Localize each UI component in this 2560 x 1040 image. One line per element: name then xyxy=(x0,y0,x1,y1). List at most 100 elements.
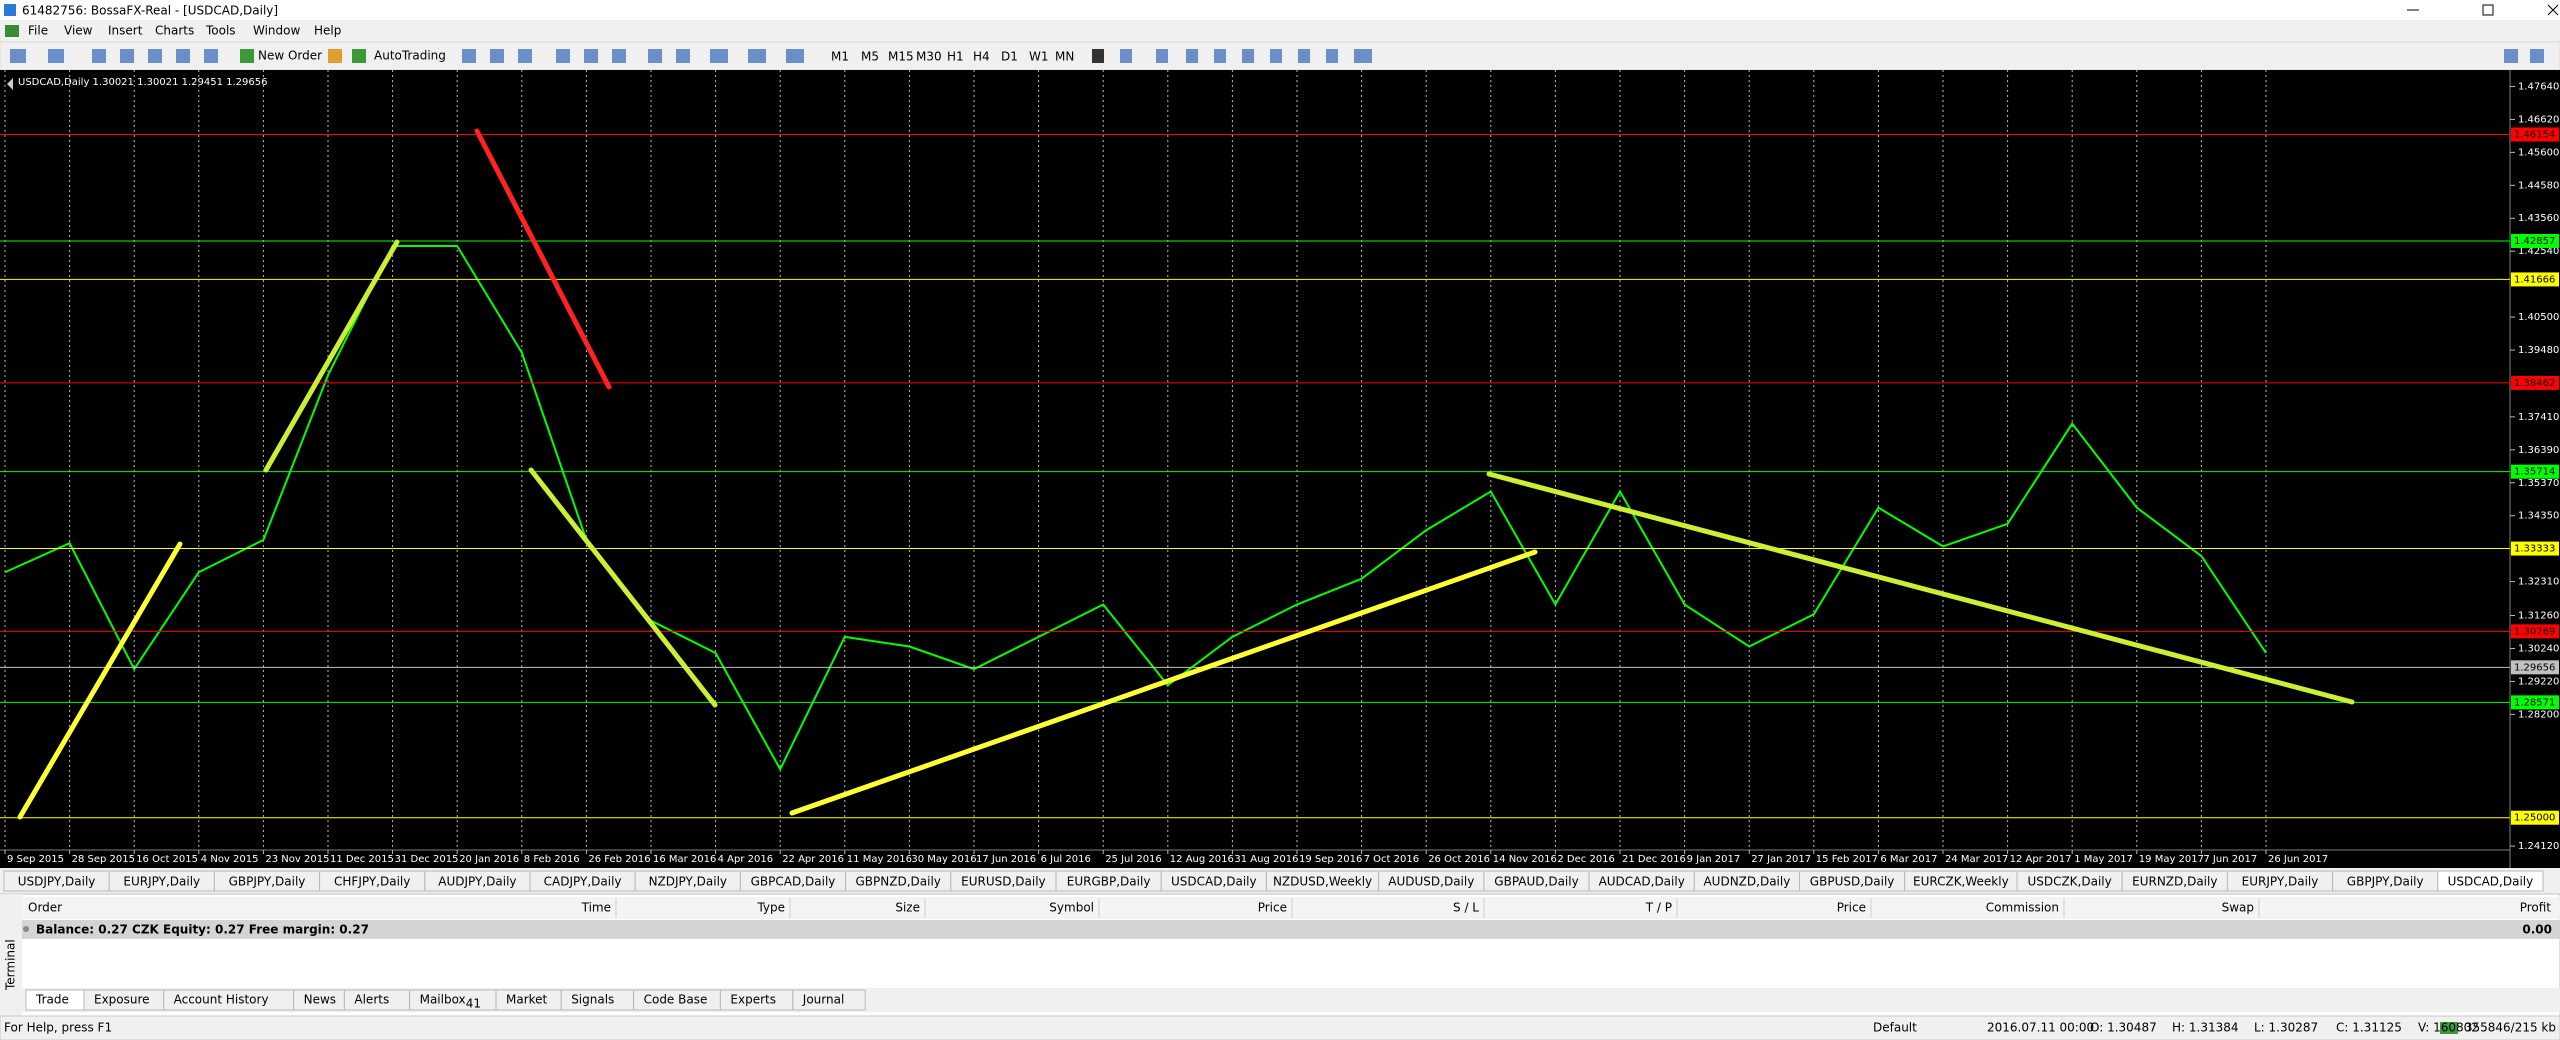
icon[interactable] xyxy=(204,49,218,63)
icon[interactable] xyxy=(1354,49,1372,63)
auto-trading-icon[interactable] xyxy=(352,49,366,63)
icon[interactable] xyxy=(676,49,690,63)
terminal-tab-label[interactable]: Exposure xyxy=(94,993,150,1007)
menu-item[interactable]: Charts xyxy=(155,24,194,38)
icon[interactable] xyxy=(1156,49,1168,63)
icon[interactable] xyxy=(490,49,504,63)
terminal-tab-label[interactable]: Experts xyxy=(730,993,776,1007)
symbol-tab-label[interactable]: USDCZK,Daily xyxy=(2027,875,2111,889)
maximize-button[interactable] xyxy=(2482,4,2494,16)
symbol-tab-label[interactable]: USDCAD,Daily xyxy=(1171,875,1257,889)
icon[interactable] xyxy=(748,49,766,63)
terminal-tab-label[interactable]: Trade xyxy=(35,993,69,1007)
symbol-tab-label[interactable]: AUDJPY,Daily xyxy=(438,875,516,889)
symbol-tab-label[interactable]: GBPCAD,Daily xyxy=(751,875,836,889)
symbol-tab-label[interactable]: GBPAUD,Daily xyxy=(1494,875,1578,889)
symbol-tab-label[interactable]: EURUSD,Daily xyxy=(961,875,1046,889)
icon[interactable] xyxy=(518,49,532,63)
cursor-icon[interactable] xyxy=(1092,49,1104,63)
symbol-tab-label[interactable]: GBPNZD,Daily xyxy=(856,875,941,889)
icon[interactable] xyxy=(710,49,728,63)
column-header[interactable]: Time xyxy=(581,901,611,915)
symbol-tab-label[interactable]: EURGBP,Daily xyxy=(1067,875,1151,889)
new-order-icon[interactable] xyxy=(240,49,254,63)
icon[interactable] xyxy=(1326,49,1338,63)
icon[interactable] xyxy=(1242,49,1254,63)
symbol-tab-label[interactable]: CHFJPY,Daily xyxy=(334,875,410,889)
icon[interactable] xyxy=(584,49,598,63)
symbol-tab-label[interactable]: GBPUSD,Daily xyxy=(1810,875,1895,889)
timeframe-button[interactable]: M1 xyxy=(831,50,849,64)
icon[interactable] xyxy=(148,49,162,63)
symbol-tab-label[interactable]: NZDUSD,Weekly xyxy=(1273,875,1372,889)
icon[interactable] xyxy=(1214,49,1226,63)
symbol-tab-label[interactable]: EURJPY,Daily xyxy=(123,875,200,889)
icon[interactable] xyxy=(1186,49,1198,63)
column-header[interactable]: Size xyxy=(895,901,920,915)
terminal-tab-label[interactable]: Mailbox xyxy=(420,993,466,1007)
icon[interactable] xyxy=(1270,49,1282,63)
icon[interactable] xyxy=(10,49,26,63)
symbol-tab-label[interactable]: CADJPY,Daily xyxy=(544,875,622,889)
symbol-tab[interactable] xyxy=(2437,870,2544,892)
column-header[interactable]: Commission xyxy=(1986,901,2059,915)
symbol-tab-label[interactable]: EURCZK,Weekly xyxy=(1913,875,2009,889)
timeframe-button[interactable]: H1 xyxy=(947,50,964,64)
menu-item[interactable]: File xyxy=(28,24,48,38)
symbol-tab-label[interactable]: EURNZD,Daily xyxy=(2132,875,2217,889)
menu-item[interactable]: Tools xyxy=(205,24,236,38)
close-button[interactable] xyxy=(2547,4,2559,16)
menu-item[interactable]: View xyxy=(64,24,93,38)
timeframe-button[interactable]: M15 xyxy=(888,50,914,64)
symbol-tab-label[interactable]: AUDNZD,Daily xyxy=(1703,875,1790,889)
timeframe-button[interactable]: M5 xyxy=(861,50,879,64)
column-header[interactable]: S / L xyxy=(1453,901,1479,915)
terminal-tab-label[interactable]: Alerts xyxy=(354,993,389,1007)
column-header[interactable]: Profit xyxy=(2520,901,2552,915)
terminal-tab-label[interactable]: Market xyxy=(506,993,548,1007)
menu-item[interactable]: Window xyxy=(253,24,301,38)
icon[interactable] xyxy=(1120,49,1132,63)
auto-trading-button[interactable]: AutoTrading xyxy=(374,49,446,63)
menu-item[interactable]: Help xyxy=(314,24,341,38)
column-header[interactable]: Price xyxy=(1258,901,1287,915)
icon[interactable] xyxy=(786,49,804,63)
timeframe-button[interactable]: MN xyxy=(1055,50,1074,64)
icon[interactable] xyxy=(176,49,190,63)
icon[interactable] xyxy=(2530,49,2544,63)
symbol-tab-label[interactable]: AUDCAD,Daily xyxy=(1599,875,1685,889)
timeframe-button[interactable]: D1 xyxy=(1001,50,1018,64)
symbol-tab-label[interactable]: GBPJPY,Daily xyxy=(229,875,306,889)
icon[interactable] xyxy=(556,49,570,63)
icon[interactable] xyxy=(462,49,476,63)
column-header[interactable]: Swap xyxy=(2222,901,2254,915)
column-header[interactable]: Type xyxy=(756,901,785,915)
terminal-tab[interactable] xyxy=(792,989,866,1011)
auto-trading-icon[interactable] xyxy=(328,49,342,63)
column-header[interactable]: Symbol xyxy=(1049,901,1094,915)
icon[interactable] xyxy=(120,49,134,63)
icon[interactable] xyxy=(648,49,662,63)
terminal-tab-label[interactable]: Code Base xyxy=(644,993,708,1007)
symbol-tab-label[interactable]: GBPJPY,Daily xyxy=(2347,875,2424,889)
icon[interactable] xyxy=(1298,49,1310,63)
timeframe-button[interactable]: W1 xyxy=(1029,50,1049,64)
symbol-tab-label[interactable]: NZDJPY,Daily xyxy=(649,875,727,889)
timeframe-button[interactable]: M30 xyxy=(916,50,942,64)
terminal-tab-label[interactable]: Account History xyxy=(174,993,269,1007)
symbol-tab-label[interactable]: USDJPY,Daily xyxy=(18,875,96,889)
terminal-tab-label[interactable]: Signals xyxy=(571,993,614,1007)
symbol-tab-label[interactable]: EURJPY,Daily xyxy=(2242,875,2319,889)
column-header[interactable]: Price xyxy=(1837,901,1866,915)
icon[interactable] xyxy=(92,49,106,63)
column-header[interactable]: Order xyxy=(28,901,62,915)
column-header[interactable]: T / P xyxy=(1645,901,1672,915)
terminal-tab-label[interactable]: Journal xyxy=(802,993,845,1007)
timeframe-button[interactable]: H4 xyxy=(973,50,990,64)
icon[interactable] xyxy=(48,49,64,63)
new-order-button[interactable]: New Order xyxy=(258,49,322,63)
search-icon[interactable] xyxy=(2504,49,2518,63)
symbol-tab-label[interactable]: USDCAD,Daily xyxy=(2448,875,2534,889)
symbol-tab-label[interactable]: AUDUSD,Daily xyxy=(1388,875,1474,889)
icon[interactable] xyxy=(612,49,626,63)
